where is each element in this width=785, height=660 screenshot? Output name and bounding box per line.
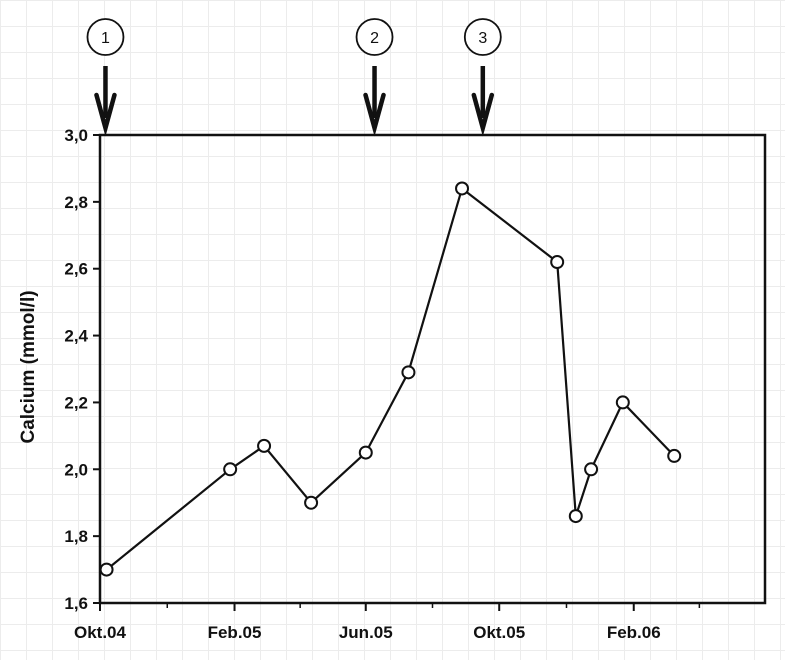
y-axis-title: Calcium (mmol/l): [18, 290, 39, 443]
event-markers: 1 2 3: [86, 18, 502, 137]
event-marker-label: 3: [478, 30, 487, 47]
x-tick-label: Feb.06: [607, 623, 661, 642]
x-tick-label: Okt.04: [74, 623, 127, 642]
data-point: [401, 365, 416, 380]
event-marker-circle: [463, 18, 502, 56]
event-arrow-head: [471, 92, 495, 137]
data-point: [99, 562, 114, 577]
y-tick-label: 2,8: [64, 193, 88, 212]
chart-axes: Calcium (mmol/l) 1,6 1,8 2,0 2,2 2,4 2,6 2,8 3,…: [18, 126, 767, 642]
data-point: [667, 448, 682, 463]
plot-frame: [98, 133, 767, 605]
y-tick-label: 1,6: [64, 594, 88, 613]
event-arrow-head: [363, 92, 386, 137]
data-point: [550, 255, 565, 270]
event-marker-label: 2: [370, 30, 379, 47]
data-point: [455, 181, 470, 196]
data-point: [223, 462, 238, 477]
series-line: [99, 181, 682, 577]
event-marker-label: 1: [101, 30, 110, 47]
y-tick-label: 3,0: [64, 126, 88, 145]
data-point: [615, 395, 630, 410]
event-marker-circle: [355, 18, 394, 56]
data-point: [584, 462, 599, 477]
data-point: [358, 445, 373, 460]
data-point: [257, 438, 272, 453]
y-tick-label: 2,2: [64, 393, 88, 412]
event-arrow-head: [94, 92, 117, 137]
y-tick-label: 2,0: [64, 460, 88, 479]
y-tick-label: 2,6: [64, 260, 88, 279]
data-point: [304, 495, 319, 510]
x-tick-label: Feb.05: [208, 623, 262, 642]
y-tick-label: 1,8: [64, 527, 88, 546]
series-line-path: [105, 187, 675, 571]
x-tick-label: Okt.05: [473, 623, 525, 642]
x-tick-label: Jun.05: [339, 623, 393, 642]
event-marker-circle: [86, 18, 125, 56]
data-point: [568, 509, 583, 524]
y-tick-label: 2,4: [64, 327, 88, 346]
